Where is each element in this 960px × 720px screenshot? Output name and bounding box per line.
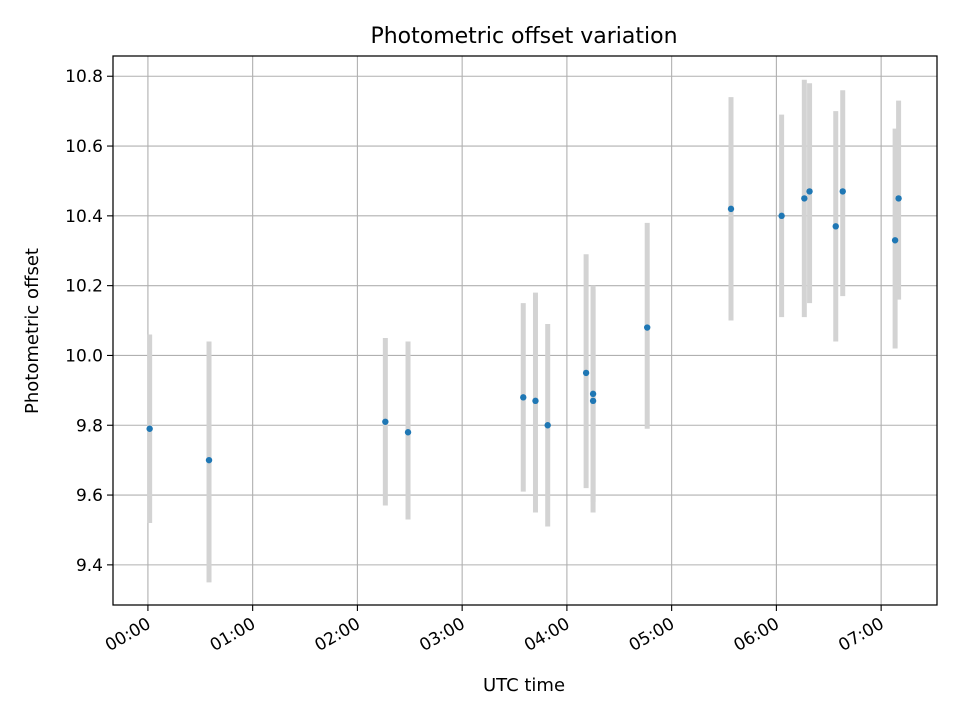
data-point xyxy=(806,188,813,195)
y-tick-label: 9.8 xyxy=(76,416,103,436)
data-point xyxy=(146,425,153,432)
data-point xyxy=(582,369,590,377)
data-point xyxy=(832,223,839,230)
y-axis-ticks: 9.4 9.6 9.8 10.0 10.2 10.4 10.6 10.8 xyxy=(65,67,113,576)
data-point xyxy=(532,397,539,405)
y-tick-label: 10.4 xyxy=(65,207,103,227)
data-point xyxy=(544,422,551,429)
grid xyxy=(113,56,937,605)
x-axis-label: UTC time xyxy=(483,675,565,696)
data-point xyxy=(589,390,597,398)
plot-area-frame xyxy=(112,55,938,606)
data-point xyxy=(589,397,597,405)
data-point xyxy=(727,205,735,213)
y-tick-label: 10.0 xyxy=(65,346,103,366)
y-axis-label: Photometric offset xyxy=(22,248,43,414)
chart-title: Photometric offset variation xyxy=(370,24,677,49)
data-point xyxy=(891,237,899,244)
y-tick-label: 9.4 xyxy=(76,556,103,576)
y-tick-label: 10.8 xyxy=(65,67,103,87)
data-point xyxy=(778,212,785,220)
data-points xyxy=(146,188,902,464)
data-point xyxy=(801,195,808,202)
data-point xyxy=(520,394,527,401)
data-point xyxy=(839,188,846,195)
y-tick-label: 10.6 xyxy=(65,137,103,157)
y-tick-label: 9.6 xyxy=(76,486,103,506)
data-point xyxy=(644,324,651,331)
y-tick-label: 10.2 xyxy=(65,277,103,297)
data-point xyxy=(404,429,412,436)
data-point xyxy=(205,456,213,464)
data-point xyxy=(895,195,902,202)
data-point xyxy=(382,418,389,425)
